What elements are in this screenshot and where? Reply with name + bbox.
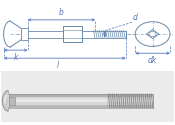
Bar <box>21 31 126 38</box>
Bar <box>9 100 153 102</box>
Text: d: d <box>133 13 138 22</box>
Bar <box>1 71 174 122</box>
Polygon shape <box>4 21 10 47</box>
Bar <box>9 105 153 108</box>
Bar <box>9 102 153 105</box>
Text: dk: dk <box>148 56 157 65</box>
Bar <box>9 94 153 97</box>
Bar <box>21 28 28 40</box>
Bar <box>9 97 15 105</box>
Bar <box>9 94 153 108</box>
Circle shape <box>135 22 170 46</box>
Bar <box>63 26 82 42</box>
Circle shape <box>149 32 156 36</box>
Text: k: k <box>13 53 18 62</box>
Text: l: l <box>57 61 59 70</box>
Polygon shape <box>2 91 8 111</box>
Bar <box>9 97 153 100</box>
Text: b: b <box>59 8 64 17</box>
